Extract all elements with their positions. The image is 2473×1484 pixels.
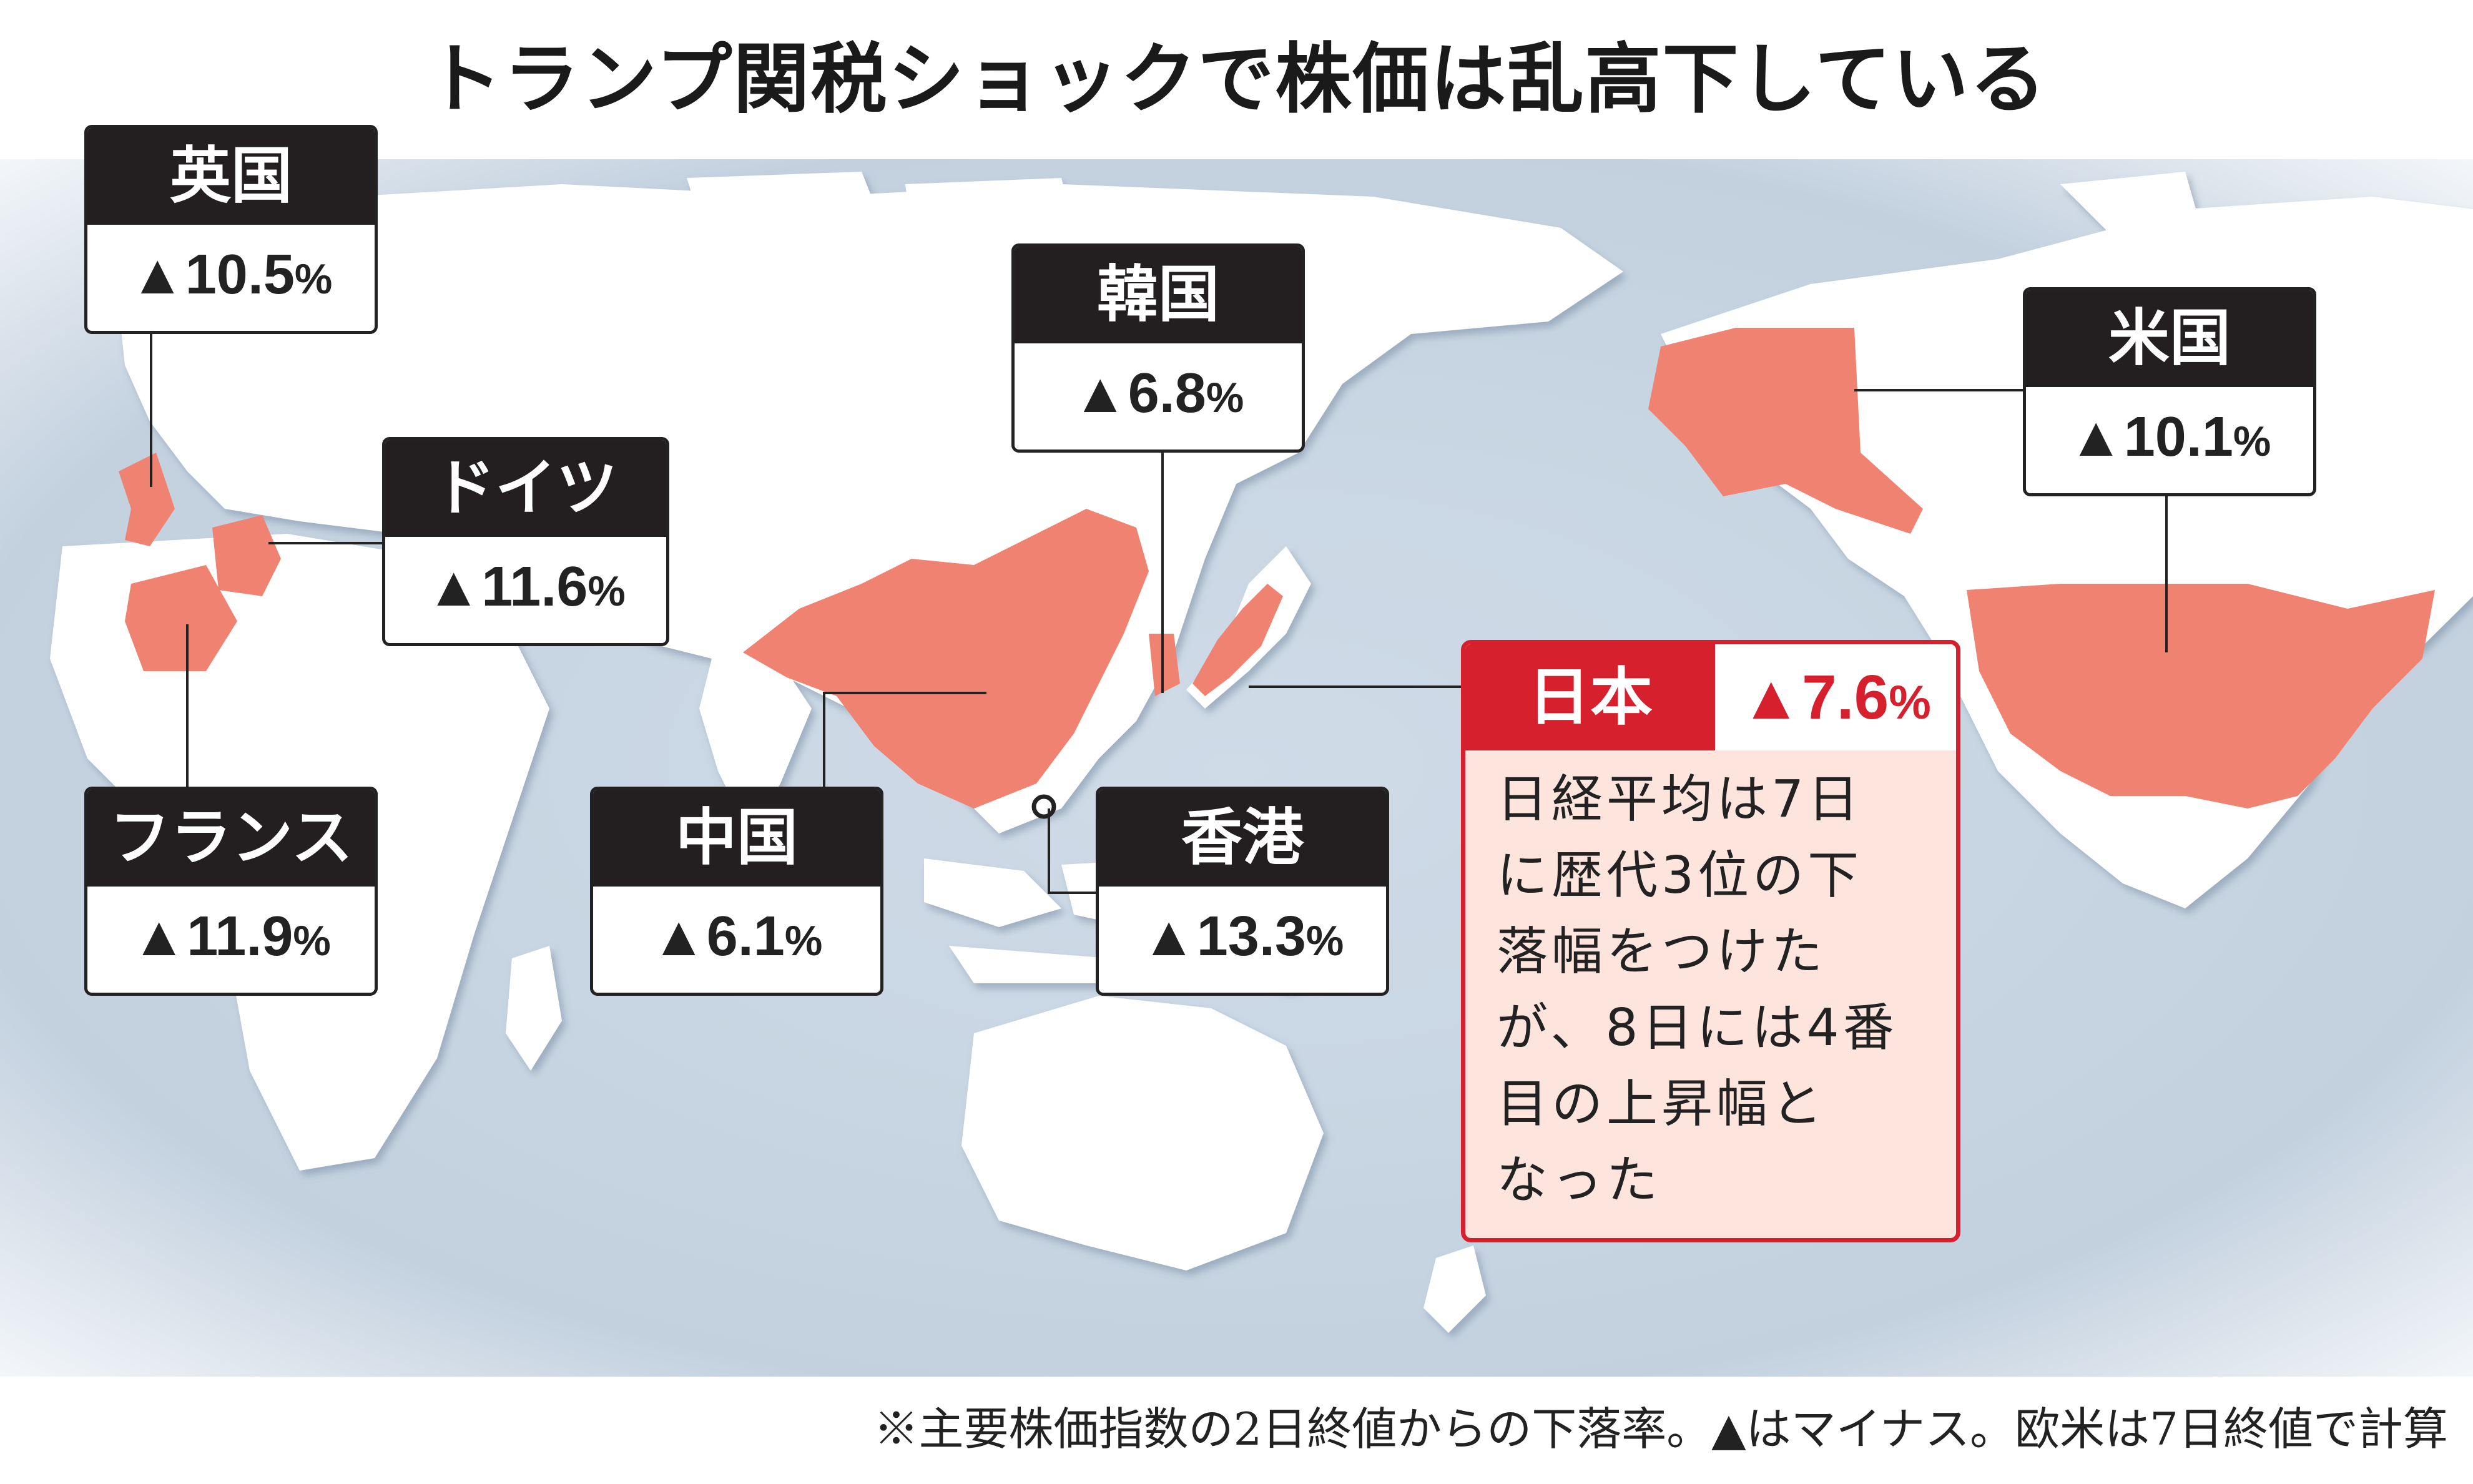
france-shape — [125, 565, 237, 671]
usa-shape — [1967, 584, 2435, 808]
note-line: 日経平均は7日 — [1497, 770, 1863, 829]
box-germany: ドイツ ▲11.6% — [382, 437, 669, 646]
box-france-value: ▲11.9% — [131, 905, 331, 968]
box-china-value: ▲6.1% — [651, 905, 823, 968]
china-shape — [743, 509, 1149, 808]
note-line: 落幅をつけた — [1497, 922, 1827, 981]
box-china: 中国 ▲6.1% — [590, 787, 883, 996]
box-uk-name: 英国 — [87, 128, 375, 225]
box-usa-name: 米国 — [2026, 290, 2313, 387]
box-usa-value: ▲10.1% — [2068, 406, 2271, 468]
box-france-name: フランス — [87, 790, 375, 887]
box-france: フランス ▲11.9% — [84, 787, 378, 996]
box-hongkong-value: ▲13.3% — [1141, 905, 1344, 968]
box-china-name: 中国 — [593, 790, 880, 887]
note-line: 目の上昇幅と — [1497, 1074, 1827, 1134]
box-japan-header: 日本 ▲7.6% — [1465, 644, 1956, 750]
box-korea: 韓国 ▲6.8% — [1011, 243, 1305, 453]
box-korea-name: 韓国 — [1015, 247, 1302, 343]
germany-shape — [212, 515, 281, 596]
box-japan-note: 日経平均は7日 に歴代3位の下 落幅をつけた が、8日には4番 目の上昇幅と な… — [1465, 750, 1956, 1219]
box-hongkong-name: 香港 — [1099, 790, 1386, 887]
map-title: トランプ関税ショックで株価は乱高下している — [426, 35, 2047, 124]
box-japan-name: 日本 — [1465, 644, 1715, 750]
highlighted-countries — [119, 328, 2435, 808]
uk-shape — [119, 453, 175, 546]
japan-shape — [1192, 584, 1283, 696]
box-germany-name: ドイツ — [385, 440, 666, 537]
box-korea-value: ▲6.8% — [1072, 362, 1244, 425]
note-line: なった — [1497, 1151, 1662, 1210]
box-usa: 米国 ▲10.1% — [2023, 287, 2316, 496]
note-line: が、8日には4番 — [1497, 998, 1898, 1058]
note-line: に歴代3位の下 — [1497, 846, 1863, 905]
box-uk-value: ▲10.5% — [129, 243, 333, 306]
box-hongkong: 香港 ▲13.3% — [1096, 787, 1389, 996]
alaska-shape — [1648, 328, 1923, 534]
box-uk: 英国 ▲10.5% — [84, 125, 378, 334]
box-germany-value: ▲11.6% — [426, 556, 626, 618]
box-japan-value: ▲7.6% — [1740, 662, 1931, 732]
korea-shape — [1149, 634, 1180, 696]
footnote: ※主要株価指数の2日終値からの下落率。▲はマイナス。欧米は7日終値で計算 — [873, 1403, 2448, 1455]
box-japan: 日本 ▲7.6% 日経平均は7日 に歴代3位の下 落幅をつけた が、8日には4番… — [1461, 640, 1960, 1242]
